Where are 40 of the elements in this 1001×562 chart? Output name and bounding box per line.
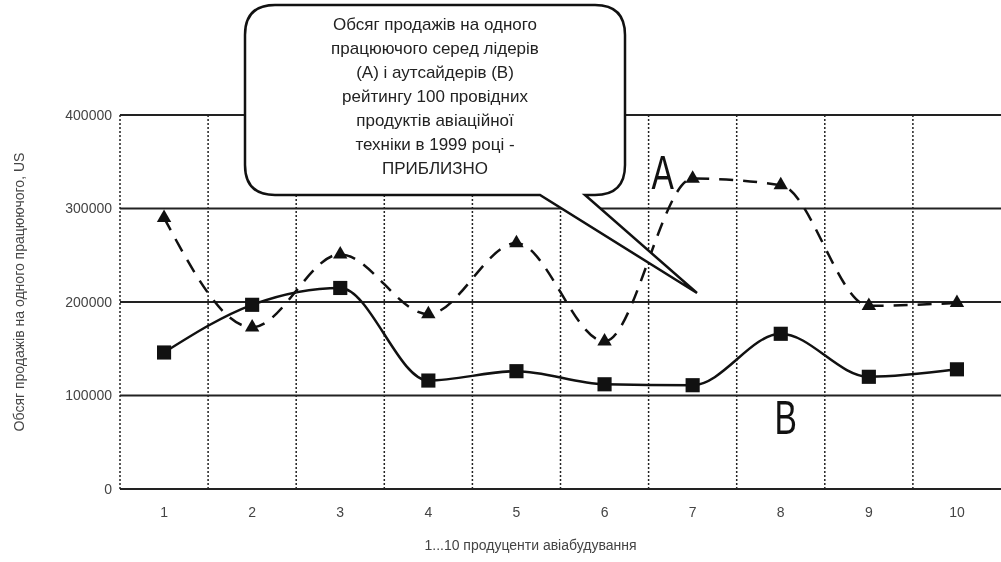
y-tick-label: 300000 — [65, 200, 113, 217]
point — [685, 378, 700, 393]
y-tick-label: 0 — [104, 480, 113, 497]
point — [949, 294, 965, 308]
point — [597, 377, 612, 392]
point — [421, 305, 436, 319]
x-tick-label: 9 — [864, 504, 873, 520]
y-axis-title: Обсяг продажів на одного працюючого, US — [11, 152, 27, 432]
point — [333, 280, 348, 296]
point — [245, 297, 260, 312]
point — [861, 297, 877, 310]
x-tick-label: 2 — [248, 504, 257, 520]
point — [244, 318, 260, 332]
series-label: A — [651, 144, 675, 200]
annotation: Обсяг продажів на одного працюючого серед лідерів (А) і аутсайдерів (В) рейтингу 100 провідних продуктів авіаційної техніки в 1999 році - ПРИБЛИЗНО — [331, 15, 539, 178]
x-axis-title: 1...10 продуценти авіабудування — [424, 537, 637, 553]
x-tick-label: 8 — [776, 504, 785, 520]
y-tick-label: 200000 — [65, 293, 113, 310]
y-tick-label: 100000 — [65, 387, 113, 404]
point — [773, 176, 788, 190]
x-tick-label: 1 — [160, 504, 169, 520]
series-label: B — [774, 389, 797, 445]
point — [156, 209, 172, 223]
point — [949, 362, 965, 377]
point — [421, 373, 436, 388]
point — [333, 245, 348, 259]
point — [509, 234, 524, 248]
point — [156, 345, 172, 360]
point — [773, 326, 788, 341]
point — [597, 332, 612, 346]
x-tick-label: 6 — [600, 504, 609, 520]
point — [685, 170, 700, 183]
point — [509, 364, 524, 379]
point — [861, 369, 876, 384]
y-tick-label: 400000 — [65, 106, 113, 123]
x-tick-label: 7 — [688, 504, 697, 520]
x-tick-label: 4 — [424, 504, 433, 520]
x-tick-label: 3 — [336, 504, 345, 520]
x-tick-label: 5 — [512, 504, 521, 520]
x-tick-label: 10 — [949, 504, 965, 520]
